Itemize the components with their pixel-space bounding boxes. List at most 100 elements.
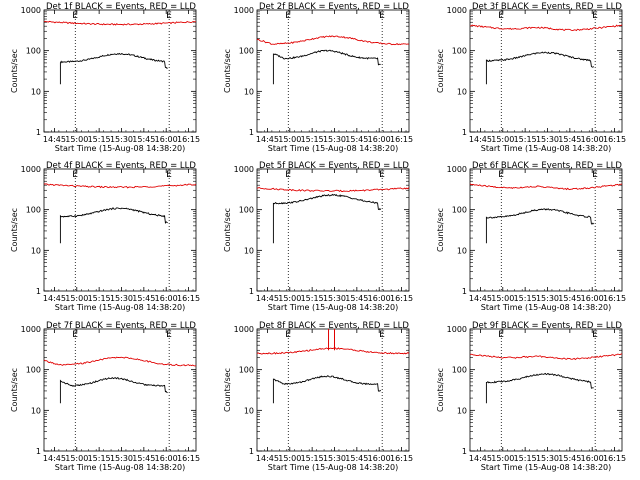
- x-axis-label: Start Time (15-Aug-08 14:38:20): [55, 144, 186, 153]
- x-tick-label: 15:45: [132, 454, 155, 463]
- y-tick-label: 1: [36, 128, 41, 137]
- x-axis-label: Start Time (15-Aug-08 14:38:20): [268, 463, 399, 472]
- e-marker-label: E: [592, 170, 598, 180]
- x-tick-label: 16:15: [603, 135, 626, 144]
- x-tick-label: 15:15: [514, 454, 537, 463]
- x-tick-label: 15:15: [88, 454, 111, 463]
- events-series-line: [485, 372, 594, 404]
- plot-frame: [256, 168, 410, 292]
- x-tick-label: 15:45: [345, 135, 368, 144]
- e-marker-label: E: [285, 11, 291, 21]
- x-tick-label: 16:15: [603, 294, 626, 303]
- lld-series-line: [256, 347, 410, 355]
- panel-title: Det 1f BLACK = Events, RED = LLD: [46, 2, 196, 12]
- panel-title: Det 9f BLACK = Events, RED = LLD: [472, 321, 622, 331]
- e-marker-label: E: [498, 330, 504, 340]
- events-series-line: [59, 376, 168, 404]
- x-axis-label: Start Time (15-Aug-08 14:38:20): [481, 303, 612, 312]
- x-tick-label: 14:45: [43, 294, 66, 303]
- e-marker-label: E: [498, 170, 504, 180]
- y-tick-label: 1: [36, 287, 41, 296]
- x-tick-label: 15:45: [132, 135, 155, 144]
- y-tick-label: 1000: [21, 6, 41, 15]
- panel-title: Det 7f BLACK = Events, RED = LLD: [46, 321, 196, 331]
- x-tick-label: 14:45: [43, 135, 66, 144]
- events-series-line: [485, 51, 594, 85]
- x-tick-label: 15:00: [491, 135, 514, 144]
- y-tick-label: 1000: [21, 165, 41, 174]
- x-tick-label: 15:30: [110, 135, 133, 144]
- y-tick-label: 1000: [234, 6, 254, 15]
- x-axis-label: Start Time (15-Aug-08 14:38:20): [268, 303, 399, 312]
- y-tick-label: 10: [244, 87, 254, 96]
- e-marker-label: E: [379, 330, 385, 340]
- e-marker-label: E: [166, 330, 172, 340]
- events-series-line: [59, 207, 168, 244]
- plot-frame: [469, 168, 623, 292]
- e-marker-label: E: [592, 11, 598, 21]
- y-tick-label: 100: [452, 47, 467, 56]
- plot-frame: [43, 328, 197, 452]
- panel-title: Det 4f BLACK = Events, RED = LLD: [46, 161, 196, 171]
- y-tick-label: 10: [457, 406, 467, 415]
- events-series-line: [272, 375, 382, 404]
- y-tick-label: 10: [31, 406, 41, 415]
- x-tick-label: 15:45: [558, 135, 581, 144]
- plot-frame: [256, 328, 410, 452]
- x-tick-label: 15:15: [514, 294, 537, 303]
- x-tick-label: 15:00: [65, 135, 88, 144]
- x-tick-label: 14:45: [469, 294, 492, 303]
- y-axis-label: Counts/sec: [10, 208, 19, 252]
- x-tick-label: 15:45: [132, 294, 155, 303]
- plot-frame: [469, 328, 623, 452]
- x-tick-label: 16:00: [368, 294, 391, 303]
- x-tick-label: 14:45: [256, 135, 279, 144]
- x-tick-label: 16:00: [155, 454, 178, 463]
- x-tick-label: 15:15: [301, 294, 324, 303]
- events-series-line: [272, 193, 382, 244]
- x-tick-label: 15:30: [536, 294, 559, 303]
- e-marker-label: E: [72, 170, 78, 180]
- y-tick-label: 1000: [234, 165, 254, 174]
- x-tick-label: 16:15: [603, 454, 626, 463]
- y-tick-label: 1: [36, 447, 41, 456]
- x-axis-label: Start Time (15-Aug-08 14:38:20): [481, 144, 612, 153]
- plot-frame: [43, 168, 197, 292]
- y-tick-label: 1: [462, 128, 467, 137]
- x-tick-label: 15:30: [323, 135, 346, 144]
- panel-title: Det 6f BLACK = Events, RED = LLD: [472, 161, 622, 171]
- x-tick-label: 16:00: [368, 135, 391, 144]
- panel-title: Det 2f BLACK = Events, RED = LLD: [259, 2, 409, 12]
- x-tick-label: 16:00: [581, 454, 604, 463]
- x-tick-label: 15:15: [88, 294, 111, 303]
- x-tick-label: 15:00: [491, 294, 514, 303]
- x-tick-label: 15:15: [301, 135, 324, 144]
- y-tick-label: 10: [244, 246, 254, 255]
- y-tick-label: 1: [462, 287, 467, 296]
- y-tick-label: 100: [239, 366, 254, 375]
- y-tick-label: 1000: [234, 325, 254, 334]
- e-marker-label: E: [592, 330, 598, 340]
- x-tick-label: 16:15: [390, 454, 413, 463]
- x-tick-label: 15:15: [514, 135, 537, 144]
- events-series-line: [272, 49, 381, 85]
- y-axis-label: Counts/sec: [10, 49, 19, 93]
- x-tick-label: 16:00: [368, 454, 391, 463]
- y-axis-label: Counts/sec: [436, 368, 445, 412]
- y-tick-label: 100: [452, 366, 467, 375]
- panel-title: Det 8f BLACK = Events, RED = LLD: [259, 321, 409, 331]
- y-tick-label: 1: [462, 447, 467, 456]
- x-tick-label: 15:45: [558, 294, 581, 303]
- x-tick-label: 16:15: [177, 454, 200, 463]
- lld-series-line: [43, 20, 196, 26]
- y-tick-label: 10: [457, 246, 467, 255]
